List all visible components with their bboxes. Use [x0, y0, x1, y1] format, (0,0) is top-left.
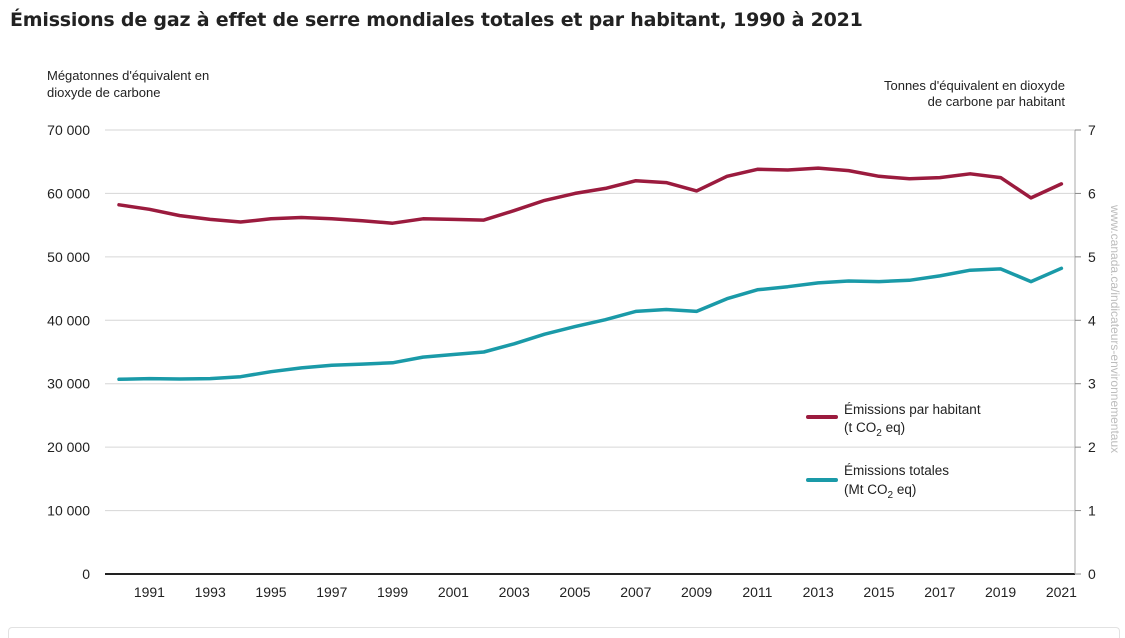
legend: Émissions par habitant (t CO2 eq) Émissi… — [806, 402, 981, 501]
right-axis-label-line1: Tonnes d'équivalent en dioxyde — [884, 78, 1065, 93]
axes — [105, 130, 1076, 575]
right-tick-label: 0 — [1088, 566, 1096, 582]
right-tick-label: 7 — [1088, 122, 1096, 138]
x-tick-label: 2007 — [620, 584, 651, 600]
left-tick-label: 30 000 — [47, 376, 90, 392]
x-tick-label: 2003 — [499, 584, 530, 600]
legend-per-capita-unit-sub: 2 — [876, 428, 882, 439]
legend-per-capita-label: Émissions par habitant — [844, 402, 981, 417]
right-tick-label: 1 — [1088, 503, 1096, 519]
x-tick-label: 2017 — [924, 584, 955, 600]
grid-lines — [105, 129, 1075, 512]
right-tick-label: 2 — [1088, 439, 1096, 455]
x-tick-label: 2005 — [559, 584, 590, 600]
x-tick-label: 1997 — [316, 584, 347, 600]
left-axis-label-line2: dioxyde de carbone — [47, 85, 160, 100]
right-tick-label: 5 — [1088, 249, 1096, 265]
right-tick-label: 4 — [1088, 312, 1096, 328]
right-axis-label-line2: de carbone par habitant — [928, 94, 1066, 109]
right-tick-label: 3 — [1088, 376, 1096, 392]
x-tick-label: 2015 — [863, 584, 894, 600]
x-tick-label: 1993 — [195, 584, 226, 600]
x-ticks: 1991 1993 1995 1997 1999 2001 2003 2005 2007 2009… — [134, 584, 1077, 600]
right-y-ticks: 0 1 2 3 4 5 6 7 — [1075, 122, 1096, 582]
legend-per-capita-unit: (t CO2 eq) — [844, 420, 905, 439]
x-tick-label: 2013 — [803, 584, 834, 600]
x-tick-label: 1995 — [255, 584, 286, 600]
right-tick-label: 6 — [1088, 185, 1096, 201]
left-tick-label: 60 000 — [47, 185, 90, 201]
x-tick-label: 2021 — [1046, 584, 1077, 600]
left-axis-label-line1: Mégatonnes d'équivalent en — [47, 68, 209, 83]
x-tick-label: 2001 — [438, 584, 469, 600]
series-line-per-capita — [117, 166, 1064, 225]
chart-title: Émissions de gaz à effet de serre mondia… — [10, 9, 863, 31]
left-tick-label: 10 000 — [47, 503, 90, 519]
series-group — [117, 166, 1064, 382]
legend-total-label: Émissions totales — [844, 463, 949, 478]
bottom-panel-edge — [8, 627, 1120, 638]
left-tick-label: 70 000 — [47, 122, 90, 138]
x-tick-label: 2011 — [742, 584, 772, 600]
left-tick-label: 0 — [82, 566, 90, 582]
watermark: www.canada.ca/indicateurs-environnementa… — [1108, 204, 1122, 453]
x-tick-label: 1999 — [377, 584, 408, 600]
legend-total-unit-suffix: eq) — [893, 482, 916, 497]
legend-per-capita-unit-prefix: (t CO — [844, 420, 876, 435]
left-y-ticks: 0 10 000 20 000 30 000 40 000 50 000 60 000 70 … — [47, 122, 90, 582]
x-tick-label: 2009 — [681, 584, 712, 600]
legend-total-unit-prefix: (Mt CO — [844, 482, 888, 497]
x-tick-label: 1991 — [134, 584, 165, 600]
legend-total-unit-sub: 2 — [888, 490, 894, 501]
left-tick-label: 50 000 — [47, 249, 90, 265]
left-tick-label: 40 000 — [47, 312, 90, 328]
left-tick-label: 20 000 — [47, 439, 90, 455]
legend-total-unit: (Mt CO2 eq) — [844, 482, 916, 501]
series-line-total — [117, 266, 1064, 382]
legend-per-capita-unit-suffix: eq) — [882, 420, 905, 435]
x-tick-label: 2019 — [985, 584, 1016, 600]
